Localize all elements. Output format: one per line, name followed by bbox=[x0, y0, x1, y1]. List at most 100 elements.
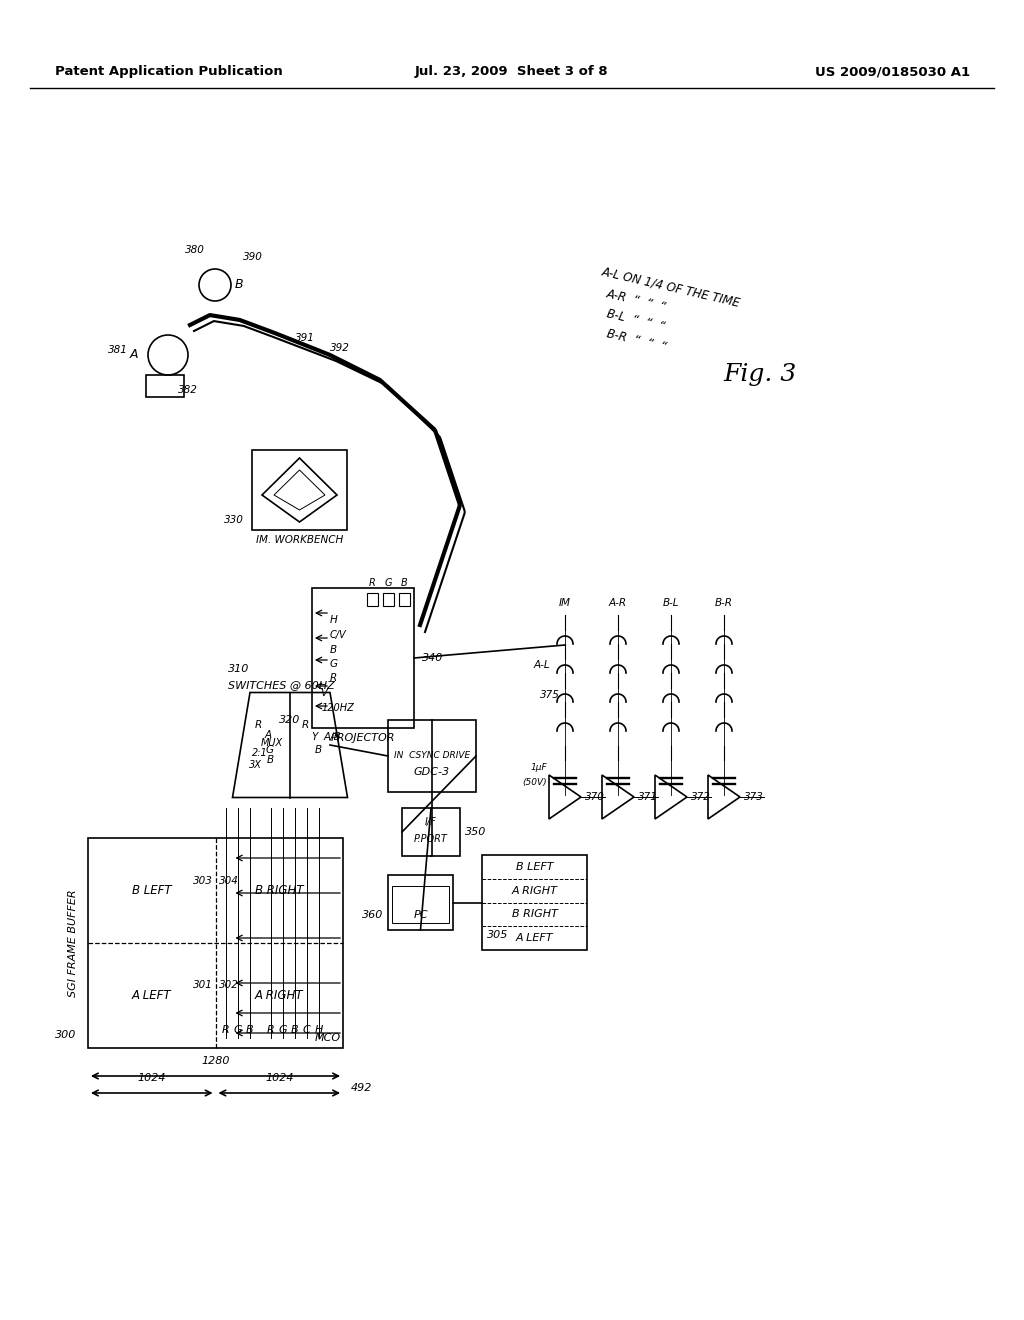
Text: 1μF: 1μF bbox=[530, 763, 547, 772]
Text: R: R bbox=[301, 719, 308, 730]
Text: B: B bbox=[234, 279, 244, 292]
Text: 375: 375 bbox=[540, 690, 560, 700]
Text: 304: 304 bbox=[218, 875, 239, 886]
Text: 1024: 1024 bbox=[265, 1073, 294, 1082]
Text: R: R bbox=[330, 673, 337, 682]
Bar bbox=[392, 886, 449, 923]
Text: US 2009/0185030 A1: US 2009/0185030 A1 bbox=[815, 66, 970, 78]
Text: B-L: B-L bbox=[663, 598, 679, 609]
Text: MCO: MCO bbox=[314, 1034, 341, 1043]
Text: MUX: MUX bbox=[261, 738, 283, 748]
Text: H: H bbox=[330, 615, 338, 624]
Text: 320: 320 bbox=[279, 715, 300, 725]
Text: R: R bbox=[266, 1026, 274, 1035]
Text: B: B bbox=[401, 578, 408, 587]
Text: Jul. 23, 2009  Sheet 3 of 8: Jul. 23, 2009 Sheet 3 of 8 bbox=[415, 66, 609, 78]
Text: (50V): (50V) bbox=[522, 777, 547, 787]
Text: C/V: C/V bbox=[330, 630, 347, 640]
Text: 390: 390 bbox=[243, 252, 263, 261]
Text: 301: 301 bbox=[193, 981, 213, 990]
Text: 380: 380 bbox=[185, 246, 205, 255]
Text: B-R  “  “  “: B-R “ “ “ bbox=[605, 327, 668, 354]
Text: A RIGHT: A RIGHT bbox=[255, 989, 303, 1002]
Bar bbox=[88, 838, 343, 1048]
Text: Y: Y bbox=[312, 733, 318, 742]
Text: 300: 300 bbox=[55, 1030, 77, 1040]
Text: B: B bbox=[266, 755, 273, 766]
Text: B: B bbox=[246, 1026, 253, 1035]
Bar bbox=[146, 375, 184, 397]
Text: A LEFT: A LEFT bbox=[516, 933, 553, 942]
Text: B LEFT: B LEFT bbox=[516, 862, 553, 873]
Text: 381: 381 bbox=[109, 345, 128, 355]
Text: Fig. 3: Fig. 3 bbox=[723, 363, 797, 387]
Text: B LEFT: B LEFT bbox=[132, 884, 171, 898]
Text: B: B bbox=[291, 1026, 298, 1035]
Text: IN  CSYNC DRIVE: IN CSYNC DRIVE bbox=[394, 751, 470, 760]
Bar bbox=[388, 719, 476, 792]
Text: A RIGHT: A RIGHT bbox=[512, 886, 557, 896]
Bar bbox=[252, 450, 347, 531]
Text: IM. WORKBENCH: IM. WORKBENCH bbox=[256, 535, 343, 545]
Text: 372: 372 bbox=[691, 792, 711, 803]
Text: 330: 330 bbox=[224, 515, 244, 525]
Text: A: A bbox=[129, 348, 138, 362]
Text: 350: 350 bbox=[465, 828, 486, 837]
Text: SWITCHES @ 60HZ: SWITCHES @ 60HZ bbox=[227, 681, 334, 690]
Text: H: H bbox=[314, 1026, 323, 1035]
Text: 120HZ: 120HZ bbox=[322, 704, 354, 713]
Bar bbox=[388, 875, 453, 931]
Text: A LEFT: A LEFT bbox=[132, 989, 171, 1002]
Text: 382: 382 bbox=[178, 385, 198, 395]
Text: G: G bbox=[233, 1026, 242, 1035]
Bar bbox=[367, 593, 378, 606]
Text: GDC-3: GDC-3 bbox=[414, 767, 451, 777]
Bar bbox=[383, 593, 394, 606]
Text: 2:1: 2:1 bbox=[252, 748, 268, 758]
Text: A-L: A-L bbox=[534, 660, 550, 671]
Text: R: R bbox=[254, 719, 261, 730]
Text: PROJECTOR: PROJECTOR bbox=[331, 733, 395, 743]
Text: 305: 305 bbox=[487, 931, 508, 940]
Text: B RIGHT: B RIGHT bbox=[512, 909, 557, 919]
Text: G: G bbox=[385, 578, 392, 587]
Text: B RIGHT: B RIGHT bbox=[255, 884, 303, 898]
Bar bbox=[402, 808, 460, 855]
Text: IM: IM bbox=[559, 598, 571, 609]
Text: I/F: I/F bbox=[425, 817, 437, 828]
Text: PC: PC bbox=[414, 909, 428, 920]
Bar bbox=[482, 855, 587, 950]
Text: A-R  “  “  “: A-R “ “ “ bbox=[605, 286, 668, 313]
Text: A-R: A-R bbox=[609, 598, 627, 609]
Bar bbox=[399, 593, 410, 606]
Text: R: R bbox=[221, 1026, 229, 1035]
Text: 1280: 1280 bbox=[202, 1056, 229, 1067]
Text: Patent Application Publication: Patent Application Publication bbox=[55, 66, 283, 78]
Text: B: B bbox=[314, 744, 322, 755]
Text: B-L  “  “  “: B-L “ “ “ bbox=[605, 308, 666, 333]
Text: 392: 392 bbox=[330, 343, 350, 352]
Text: 3X: 3X bbox=[249, 760, 261, 770]
Text: 370: 370 bbox=[585, 792, 605, 803]
Text: C: C bbox=[303, 1026, 310, 1035]
Text: 492: 492 bbox=[351, 1082, 373, 1093]
Text: G: G bbox=[279, 1026, 287, 1035]
Text: R: R bbox=[369, 578, 376, 587]
Text: 302: 302 bbox=[218, 981, 239, 990]
Text: B-R: B-R bbox=[715, 598, 733, 609]
Text: 303: 303 bbox=[193, 875, 213, 886]
Text: 310: 310 bbox=[227, 664, 249, 675]
Text: 340: 340 bbox=[422, 653, 443, 663]
Text: A-L ON 1/4 OF THE TIME: A-L ON 1/4 OF THE TIME bbox=[600, 265, 741, 310]
Text: 391: 391 bbox=[295, 333, 315, 343]
Text: P.PORT: P.PORT bbox=[414, 834, 447, 845]
Text: G: G bbox=[266, 744, 274, 755]
Text: SGI FRAME BUFFER: SGI FRAME BUFFER bbox=[68, 890, 78, 997]
Text: 1024: 1024 bbox=[137, 1073, 166, 1082]
Text: B: B bbox=[330, 645, 337, 655]
Text: 373: 373 bbox=[744, 792, 764, 803]
Text: A/B: A/B bbox=[324, 733, 341, 742]
Text: G: G bbox=[330, 659, 338, 669]
Text: A: A bbox=[264, 730, 271, 741]
Text: 371: 371 bbox=[638, 792, 657, 803]
